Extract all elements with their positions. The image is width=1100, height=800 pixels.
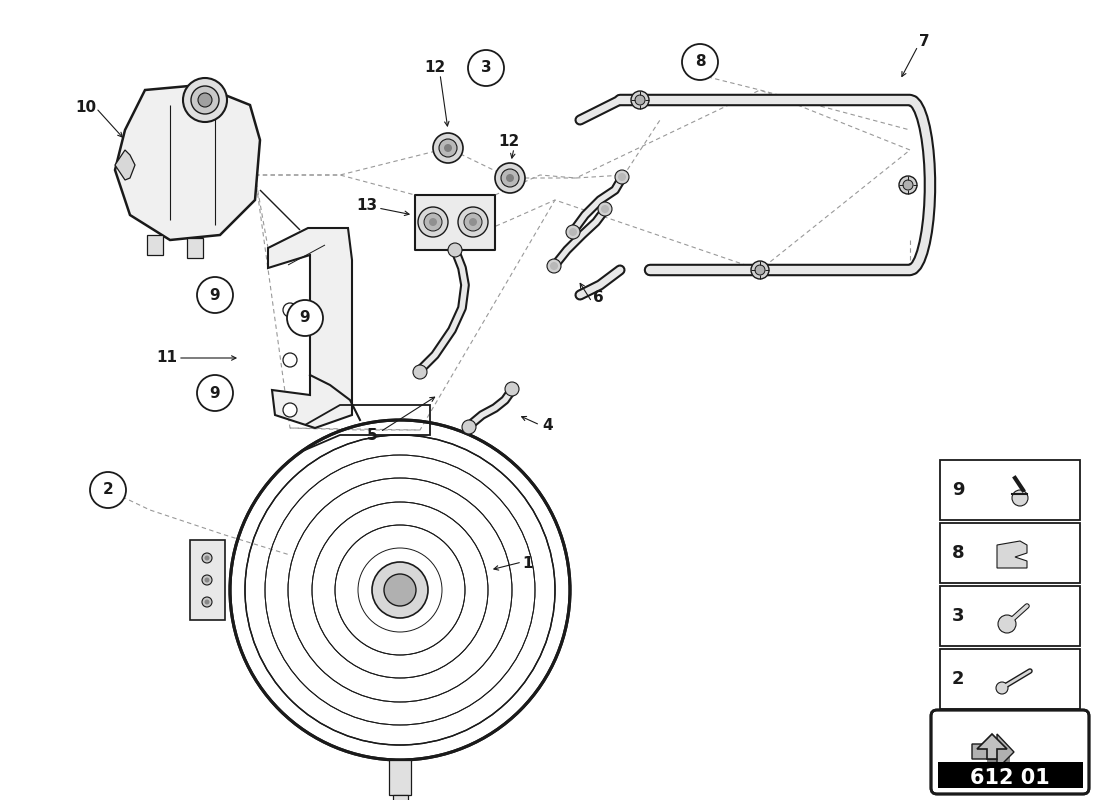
Circle shape bbox=[424, 213, 442, 231]
Text: 12: 12 bbox=[425, 61, 446, 75]
Text: 13: 13 bbox=[356, 198, 377, 213]
Text: 12: 12 bbox=[498, 134, 519, 150]
Text: 9: 9 bbox=[210, 386, 220, 401]
Circle shape bbox=[418, 207, 448, 237]
Circle shape bbox=[90, 472, 126, 508]
Circle shape bbox=[198, 93, 212, 107]
Circle shape bbox=[412, 365, 427, 379]
Polygon shape bbox=[997, 541, 1027, 568]
Circle shape bbox=[682, 44, 718, 80]
Circle shape bbox=[618, 173, 626, 181]
Text: 2: 2 bbox=[102, 482, 113, 498]
Text: 3: 3 bbox=[481, 61, 492, 75]
Text: 4: 4 bbox=[542, 418, 553, 433]
Circle shape bbox=[998, 615, 1016, 633]
Polygon shape bbox=[987, 752, 1010, 762]
Circle shape bbox=[598, 202, 612, 216]
Circle shape bbox=[433, 133, 463, 163]
Text: 10: 10 bbox=[76, 101, 97, 115]
Text: 9: 9 bbox=[210, 287, 220, 302]
Circle shape bbox=[202, 575, 212, 585]
Circle shape bbox=[183, 78, 227, 122]
Bar bbox=[393, 795, 407, 800]
Circle shape bbox=[372, 562, 428, 618]
Circle shape bbox=[202, 553, 212, 563]
Circle shape bbox=[996, 682, 1008, 694]
Circle shape bbox=[506, 174, 514, 182]
Text: 11: 11 bbox=[156, 350, 177, 366]
Circle shape bbox=[458, 207, 488, 237]
Circle shape bbox=[202, 597, 212, 607]
Circle shape bbox=[631, 91, 649, 109]
Circle shape bbox=[550, 262, 558, 270]
Circle shape bbox=[197, 277, 233, 313]
Bar bbox=[940, 523, 1080, 583]
Bar bbox=[147, 235, 163, 255]
Text: 9: 9 bbox=[952, 481, 965, 499]
FancyBboxPatch shape bbox=[931, 710, 1089, 794]
Circle shape bbox=[283, 403, 297, 417]
Circle shape bbox=[448, 243, 462, 257]
Polygon shape bbox=[116, 150, 135, 180]
Circle shape bbox=[505, 382, 519, 396]
Text: 2: 2 bbox=[952, 670, 965, 688]
Circle shape bbox=[755, 265, 764, 275]
Text: 8: 8 bbox=[695, 54, 705, 70]
Bar bbox=[415, 195, 495, 250]
Polygon shape bbox=[116, 85, 260, 240]
Circle shape bbox=[469, 218, 477, 226]
Circle shape bbox=[283, 303, 297, 317]
Bar bbox=[940, 460, 1080, 520]
Circle shape bbox=[191, 86, 219, 114]
Circle shape bbox=[899, 176, 917, 194]
Circle shape bbox=[429, 218, 437, 226]
Circle shape bbox=[197, 375, 233, 411]
Circle shape bbox=[468, 50, 504, 86]
Circle shape bbox=[495, 163, 525, 193]
Circle shape bbox=[635, 95, 645, 105]
Circle shape bbox=[1012, 490, 1028, 506]
Polygon shape bbox=[268, 228, 352, 428]
Circle shape bbox=[547, 259, 561, 273]
Text: 1: 1 bbox=[522, 557, 534, 571]
Circle shape bbox=[205, 578, 209, 582]
Polygon shape bbox=[972, 734, 1014, 769]
Bar bbox=[938, 762, 1084, 788]
Polygon shape bbox=[977, 734, 1007, 759]
Circle shape bbox=[615, 170, 629, 184]
Text: 5: 5 bbox=[366, 429, 377, 443]
Circle shape bbox=[601, 205, 609, 213]
Circle shape bbox=[462, 420, 476, 434]
Circle shape bbox=[205, 555, 209, 561]
Circle shape bbox=[283, 353, 297, 367]
Circle shape bbox=[464, 213, 482, 231]
Circle shape bbox=[231, 421, 569, 759]
Circle shape bbox=[205, 599, 209, 605]
Text: 8: 8 bbox=[952, 544, 965, 562]
Circle shape bbox=[384, 574, 416, 606]
Circle shape bbox=[287, 300, 323, 336]
Circle shape bbox=[444, 144, 452, 152]
Bar bbox=[940, 649, 1080, 709]
Text: 3: 3 bbox=[952, 607, 965, 625]
Text: 6: 6 bbox=[593, 290, 604, 306]
Bar bbox=[940, 586, 1080, 646]
Circle shape bbox=[566, 225, 580, 239]
Circle shape bbox=[500, 169, 519, 187]
Circle shape bbox=[569, 228, 578, 236]
Text: 9: 9 bbox=[299, 310, 310, 326]
Circle shape bbox=[751, 261, 769, 279]
Bar bbox=[187, 238, 204, 258]
Text: 7: 7 bbox=[918, 34, 930, 50]
Text: 612 01: 612 01 bbox=[970, 768, 1049, 788]
Circle shape bbox=[903, 180, 913, 190]
Bar bbox=[389, 760, 411, 795]
Circle shape bbox=[439, 139, 456, 157]
Bar bbox=[190, 540, 226, 620]
